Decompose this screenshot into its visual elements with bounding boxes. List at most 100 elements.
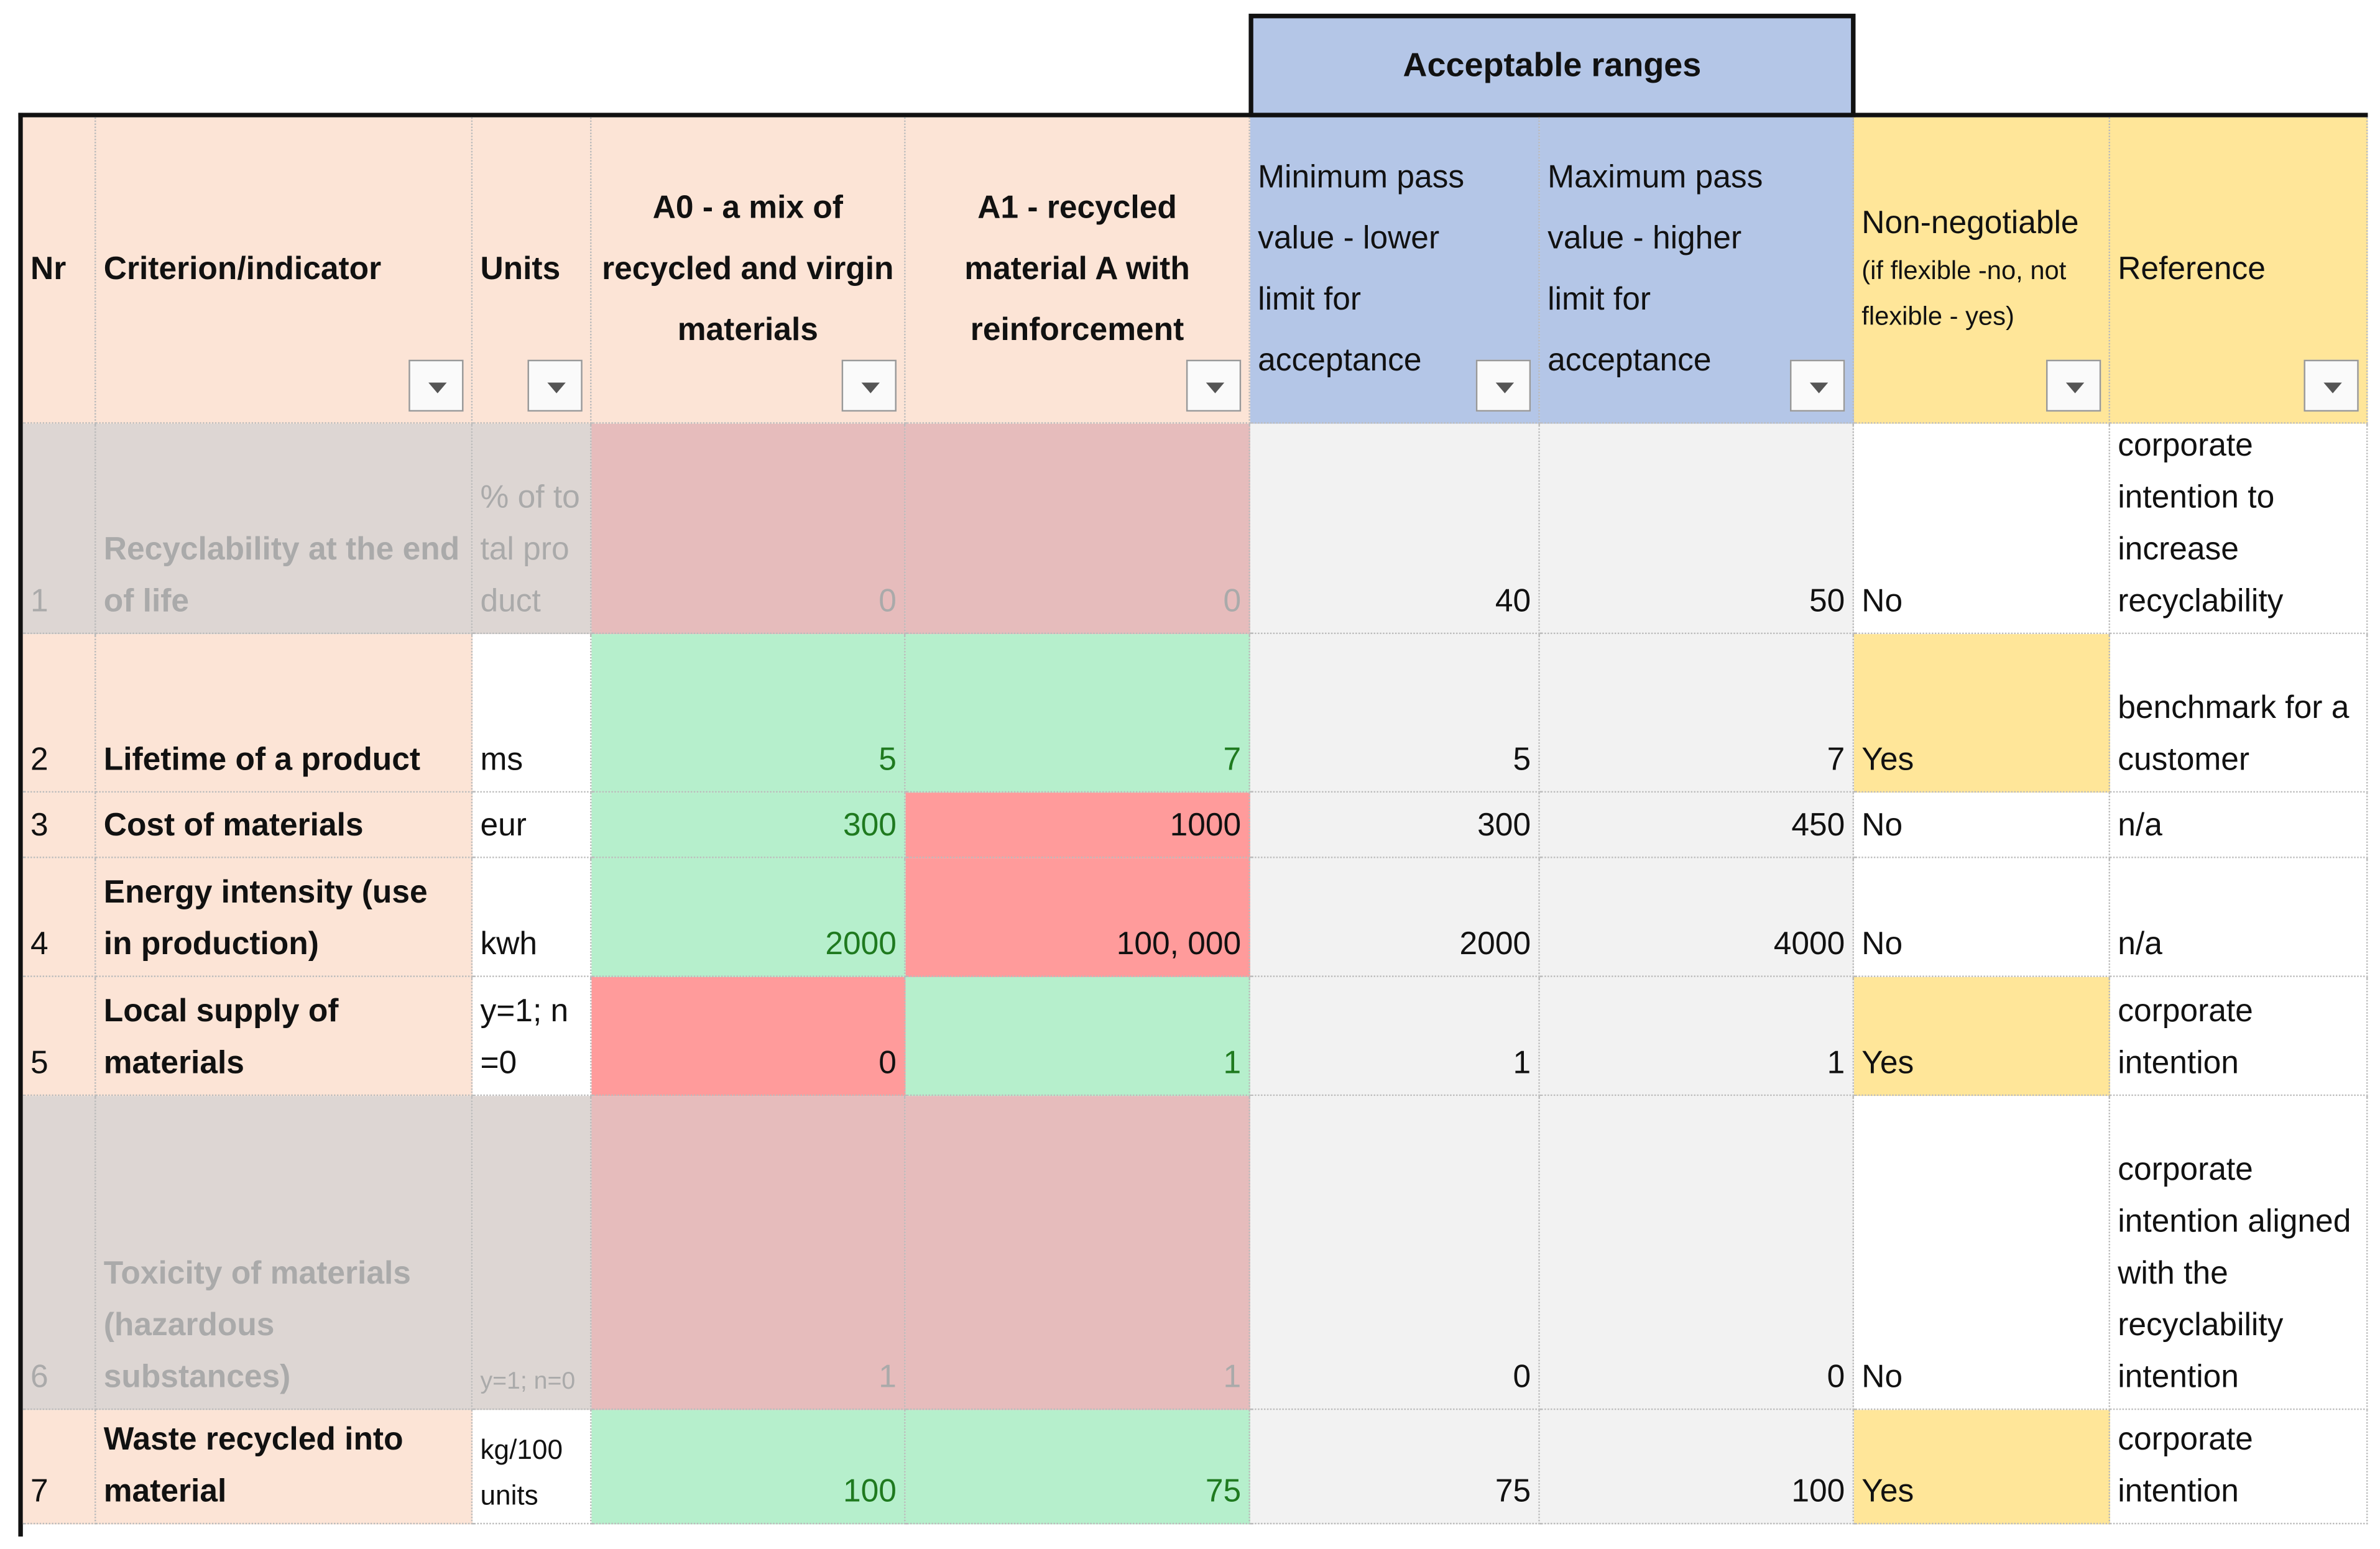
column-header: Reference bbox=[2110, 117, 2368, 424]
table-cell: 6 bbox=[22, 1096, 96, 1410]
table-cell: 40 bbox=[1250, 423, 1540, 635]
table-cell: 50 bbox=[1539, 423, 1854, 635]
filter-button[interactable] bbox=[1475, 359, 1531, 412]
table-cell: corporate intention bbox=[2110, 1410, 2368, 1525]
table-cell: No bbox=[1853, 1096, 2110, 1410]
table-cell: Waste recycled into material bbox=[96, 1410, 473, 1525]
cell-text: Lifetime of a product bbox=[103, 742, 421, 778]
filter-button[interactable] bbox=[2304, 359, 2359, 412]
cell-text: Waste recycled into material bbox=[103, 1422, 404, 1509]
cell-text: 2 bbox=[30, 742, 48, 778]
filter-button[interactable] bbox=[1186, 359, 1242, 412]
table-cell: 2000 bbox=[1250, 858, 1540, 977]
cell-text: 1 bbox=[1223, 1046, 1242, 1081]
table-cell: 450 bbox=[1539, 793, 1854, 858]
column-header: Nr bbox=[22, 117, 96, 424]
cell-text: 1 bbox=[1513, 1046, 1531, 1081]
table-cell: 7 bbox=[22, 1410, 96, 1525]
cell-text: eur bbox=[480, 807, 527, 843]
table-cell: corporate intention to increase recyclab… bbox=[2110, 423, 2368, 635]
table-cell: 1 bbox=[591, 1096, 906, 1410]
header-text: Nr bbox=[30, 251, 67, 287]
filter-button[interactable] bbox=[841, 359, 897, 412]
cell-text: Local supply of materials bbox=[103, 993, 339, 1081]
table-cell: 300 bbox=[1250, 793, 1540, 858]
cell-text: 7 bbox=[30, 1474, 48, 1509]
table-top-border bbox=[18, 113, 2368, 117]
cell-text: y=1; n=0 bbox=[480, 993, 569, 1081]
header-text: Non-negotiable bbox=[1861, 206, 2079, 241]
cell-text: n/a bbox=[2118, 926, 2162, 962]
table-cell: No bbox=[1853, 793, 2110, 858]
table-cell: 1000 bbox=[905, 793, 1250, 858]
cell-text: 1000 bbox=[1169, 807, 1242, 843]
table-cell: 1 bbox=[1539, 977, 1854, 1096]
table-cell: Yes bbox=[1853, 977, 2110, 1096]
table-cell: 7 bbox=[905, 634, 1250, 793]
cell-text: y=1; n=0 bbox=[480, 1369, 576, 1395]
table-cell: n/a bbox=[2110, 858, 2368, 977]
cell-text: 0 bbox=[1827, 1359, 1845, 1395]
header-text: Reference bbox=[2118, 251, 2266, 287]
table-cell: 5 bbox=[591, 634, 906, 793]
table-cell: 75 bbox=[905, 1410, 1250, 1525]
cell-text: 300 bbox=[843, 807, 897, 843]
table-cell: Recyclability at the end of life bbox=[96, 423, 473, 635]
cell-text: 3 bbox=[30, 807, 48, 843]
table-cell: kwh bbox=[473, 858, 592, 977]
filter-button[interactable] bbox=[408, 359, 464, 412]
cell-text: corporate intention bbox=[2118, 993, 2253, 1081]
cell-text: 0 bbox=[879, 584, 897, 619]
cell-text: kg/100 units bbox=[480, 1434, 563, 1511]
table-cell: 1 bbox=[1250, 977, 1540, 1096]
table-cell: 0 bbox=[591, 423, 906, 635]
cell-text: 6 bbox=[30, 1359, 48, 1395]
cell-text: Cost of materials bbox=[103, 807, 364, 843]
filter-button[interactable] bbox=[2046, 359, 2101, 412]
table-cell: Toxicity of materials (hazardous substan… bbox=[96, 1096, 473, 1410]
cell-text: benchmark for a customer bbox=[2118, 690, 2350, 778]
cell-text: 0 bbox=[879, 1046, 897, 1081]
table-cell: 5 bbox=[22, 977, 96, 1096]
cell-text: % of total product bbox=[480, 480, 580, 619]
table-cell: No bbox=[1853, 858, 2110, 977]
cell-text: Toxicity of materials (hazardous substan… bbox=[103, 1256, 411, 1395]
table-cell: ms bbox=[473, 634, 592, 793]
table-cell: Local supply of materials bbox=[96, 977, 473, 1096]
cell-text: kwh bbox=[480, 926, 538, 962]
table-cell: n/a bbox=[2110, 793, 2368, 858]
table-cell: 5 bbox=[1250, 634, 1540, 793]
table-cell: Cost of materials bbox=[96, 793, 473, 858]
header-note: (if flexible -no, not flexible - yes) bbox=[1861, 255, 2067, 331]
table-cell: % of total product bbox=[473, 423, 592, 635]
table-cell: 0 bbox=[591, 977, 906, 1096]
cell-text: 50 bbox=[1809, 584, 1845, 619]
cell-text: No bbox=[1861, 807, 1903, 843]
table-cell: 4 bbox=[22, 858, 96, 977]
cell-text: Recyclability at the end of life bbox=[103, 531, 460, 619]
column-header: Criterion/indicator bbox=[96, 117, 473, 424]
table-cell: 100 bbox=[1539, 1410, 1854, 1525]
table-cell: 4000 bbox=[1539, 858, 1854, 977]
table-cell: benchmark for a customer bbox=[2110, 634, 2368, 793]
filter-button[interactable] bbox=[1790, 359, 1845, 412]
table-cell: kg/100 units bbox=[473, 1410, 592, 1525]
cell-text: 7 bbox=[1223, 742, 1242, 778]
table-cell: 2000 bbox=[591, 858, 906, 977]
cell-text: 5 bbox=[30, 1046, 48, 1081]
cell-text: 4000 bbox=[1773, 926, 1845, 962]
cell-text: 75 bbox=[1205, 1474, 1242, 1509]
table-cell: corporate intention bbox=[2110, 977, 2368, 1096]
cell-text: corporate intention bbox=[2118, 1422, 2253, 1509]
cell-text: 7 bbox=[1827, 742, 1845, 778]
table-cell: No bbox=[1853, 423, 2110, 635]
cell-text: corporate intention to increase recyclab… bbox=[2118, 428, 2284, 619]
cell-text: Yes bbox=[1861, 742, 1914, 778]
cell-text: 4 bbox=[30, 926, 48, 962]
table-cell: 1 bbox=[905, 977, 1250, 1096]
table-cell: y=1; n=0 bbox=[473, 977, 592, 1096]
table-left-border bbox=[18, 113, 23, 1537]
filter-button[interactable] bbox=[527, 359, 583, 412]
